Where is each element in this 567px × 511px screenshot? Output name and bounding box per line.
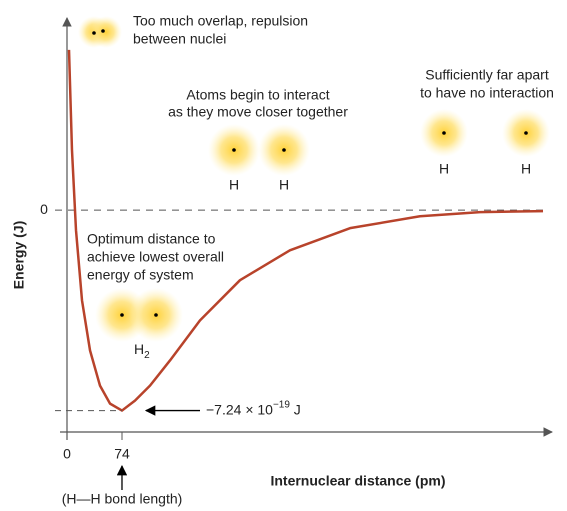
annotation-text: Too much overlap, repulsion [133, 13, 308, 29]
atom-label: H [521, 161, 531, 177]
molecule-label-part: 2 [144, 350, 150, 361]
atom-label: H [439, 161, 449, 177]
molecule-label: H2 [134, 341, 150, 361]
annotation-text: Atoms begin to interact [186, 87, 329, 103]
annotation-text: to have no interaction [420, 85, 554, 101]
minimum-label-part: −7.24 × 10 [206, 401, 273, 417]
annotation-text: Sufficiently far apart [425, 67, 549, 83]
electron-clouds [78, 16, 550, 342]
minimum-label-part: J [290, 401, 301, 417]
atom-label: H [279, 177, 289, 193]
y-axis-label: Energy (J) [11, 221, 27, 289]
annotation-text: energy of system [87, 267, 194, 283]
energy-curve [67, 49, 544, 412]
annotation-text: Optimum distance to [87, 231, 216, 247]
minimum-label: −7.24 × 10−19 J [206, 399, 301, 417]
y-tick-label: 0 [40, 201, 48, 217]
annotation-text: as they move closer together [168, 104, 348, 120]
x-tick-label: 0 [63, 446, 71, 462]
bond-length-label: (H—H bond length) [62, 491, 183, 507]
minimum-label-part: −19 [273, 399, 290, 410]
annotation-text: between nuclei [133, 31, 226, 47]
atom-label: H [229, 177, 239, 193]
molecule-label-part: H [134, 341, 144, 357]
x-axis-label: Internuclear distance (pm) [270, 473, 445, 489]
annotation-text: achieve lowest overall [87, 249, 224, 265]
x-tick-label: 74 [114, 446, 130, 462]
